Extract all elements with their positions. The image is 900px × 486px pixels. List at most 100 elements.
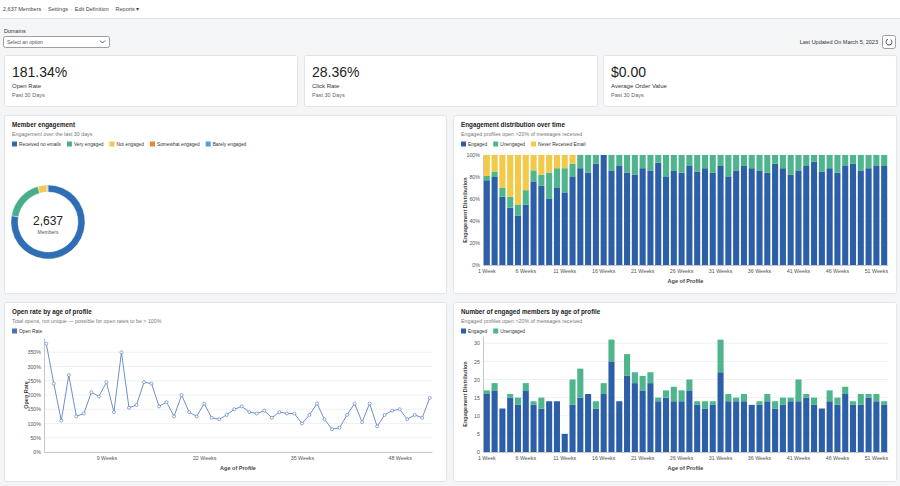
lines — [45, 342, 431, 431]
bar — [718, 372, 724, 452]
legend: EngagedUnengaged — [461, 329, 525, 335]
bar — [858, 405, 864, 452]
bar — [686, 390, 692, 452]
bar — [795, 401, 801, 452]
x-tick-label: 21 Weeks — [631, 455, 655, 461]
grid-line — [44, 352, 432, 353]
bar — [484, 176, 490, 180]
bar — [523, 390, 529, 452]
marker — [225, 413, 228, 416]
bar — [827, 155, 833, 156]
marker — [112, 411, 115, 414]
x-axis: 1 Week6 Weeks11 Weeks16 Weeks21 Weeks26 … — [478, 453, 889, 461]
bar — [834, 405, 840, 452]
marker — [293, 412, 296, 415]
bar — [694, 155, 700, 156]
bar — [827, 401, 833, 452]
bar — [694, 155, 700, 172]
breadcrumb[interactable]: Edit Definition — [75, 6, 109, 12]
bar — [538, 409, 544, 453]
bar — [788, 175, 794, 265]
refresh-button[interactable] — [883, 36, 896, 49]
bar — [593, 155, 599, 156]
grid — [483, 343, 888, 452]
legend-label: Open Rate — [19, 329, 43, 334]
bar — [655, 401, 661, 452]
bar — [507, 197, 513, 208]
domains-dropdown[interactable] — [4, 37, 110, 48]
bar — [632, 372, 638, 383]
bar — [593, 155, 599, 164]
bar — [881, 401, 887, 405]
bar — [562, 168, 568, 192]
y-tick: 20% — [469, 240, 483, 246]
bar — [803, 155, 809, 156]
x-axis-line — [484, 265, 889, 266]
bar — [640, 376, 646, 391]
donut — [11, 185, 85, 259]
y-tick-label: 30 — [474, 340, 480, 346]
bar — [655, 163, 661, 265]
bar — [850, 401, 856, 405]
bar — [492, 383, 498, 390]
y-tick-label: 300% — [27, 364, 41, 370]
bar — [710, 155, 716, 173]
bar — [671, 155, 677, 170]
x-tick: 36 Weeks — [748, 455, 772, 461]
x-tick: 11 Weeks — [553, 455, 576, 461]
bar — [523, 155, 529, 190]
legend-swatch — [206, 142, 211, 147]
bar — [608, 155, 614, 156]
top-bar-border — [0, 18, 900, 19]
y-tick-label: 80% — [469, 174, 480, 180]
bar — [741, 155, 747, 166]
bar — [803, 398, 809, 452]
bar — [827, 390, 833, 401]
breadcrumb[interactable]: Reports ▾ — [116, 6, 140, 12]
y-tick: 100% — [27, 421, 44, 427]
breadcrumb-separator: · — [111, 6, 113, 12]
bar — [780, 398, 786, 405]
legend-swatch — [150, 142, 155, 147]
bar — [538, 155, 544, 175]
bar — [850, 405, 856, 452]
bar — [811, 162, 817, 265]
bar — [834, 398, 840, 405]
y-tick-label: 20 — [474, 377, 480, 383]
marker — [52, 382, 55, 385]
grid-line — [483, 379, 888, 380]
y-tick-label: 350% — [27, 349, 41, 355]
x-tick: 21 Weeks — [631, 455, 655, 461]
kpi-period: Past 30 Days — [12, 92, 45, 98]
bar — [819, 172, 825, 266]
bar — [546, 173, 552, 199]
chart-title: Open rate by age of profile — [12, 308, 92, 316]
breadcrumb[interactable]: 2,637 Members — [3, 6, 41, 12]
bar — [492, 155, 498, 172]
legend-label: Barely engaged — [213, 142, 247, 147]
bar — [647, 170, 653, 265]
bar — [484, 155, 490, 176]
x-tick: 26 Weeks — [670, 455, 694, 461]
bar — [515, 216, 521, 266]
x-axis-line — [484, 452, 889, 453]
bar — [733, 398, 739, 402]
kpi-card-bg — [305, 56, 598, 107]
bar — [679, 401, 685, 452]
bar — [788, 401, 794, 452]
bar — [873, 155, 879, 156]
chart-title: Number of engaged members by age of prof… — [461, 308, 601, 316]
bar — [601, 394, 607, 452]
bar — [749, 405, 755, 452]
bar — [725, 155, 731, 156]
bar — [577, 398, 583, 452]
bar — [873, 401, 879, 452]
breadcrumb[interactable]: Settings — [48, 6, 68, 12]
y-tick-label: 200% — [27, 392, 41, 398]
bar — [507, 394, 513, 398]
dropdown-placeholder: Select an option — [7, 39, 43, 45]
bar — [585, 394, 591, 395]
bar — [624, 155, 630, 173]
bar — [725, 155, 731, 177]
marker — [383, 413, 386, 416]
